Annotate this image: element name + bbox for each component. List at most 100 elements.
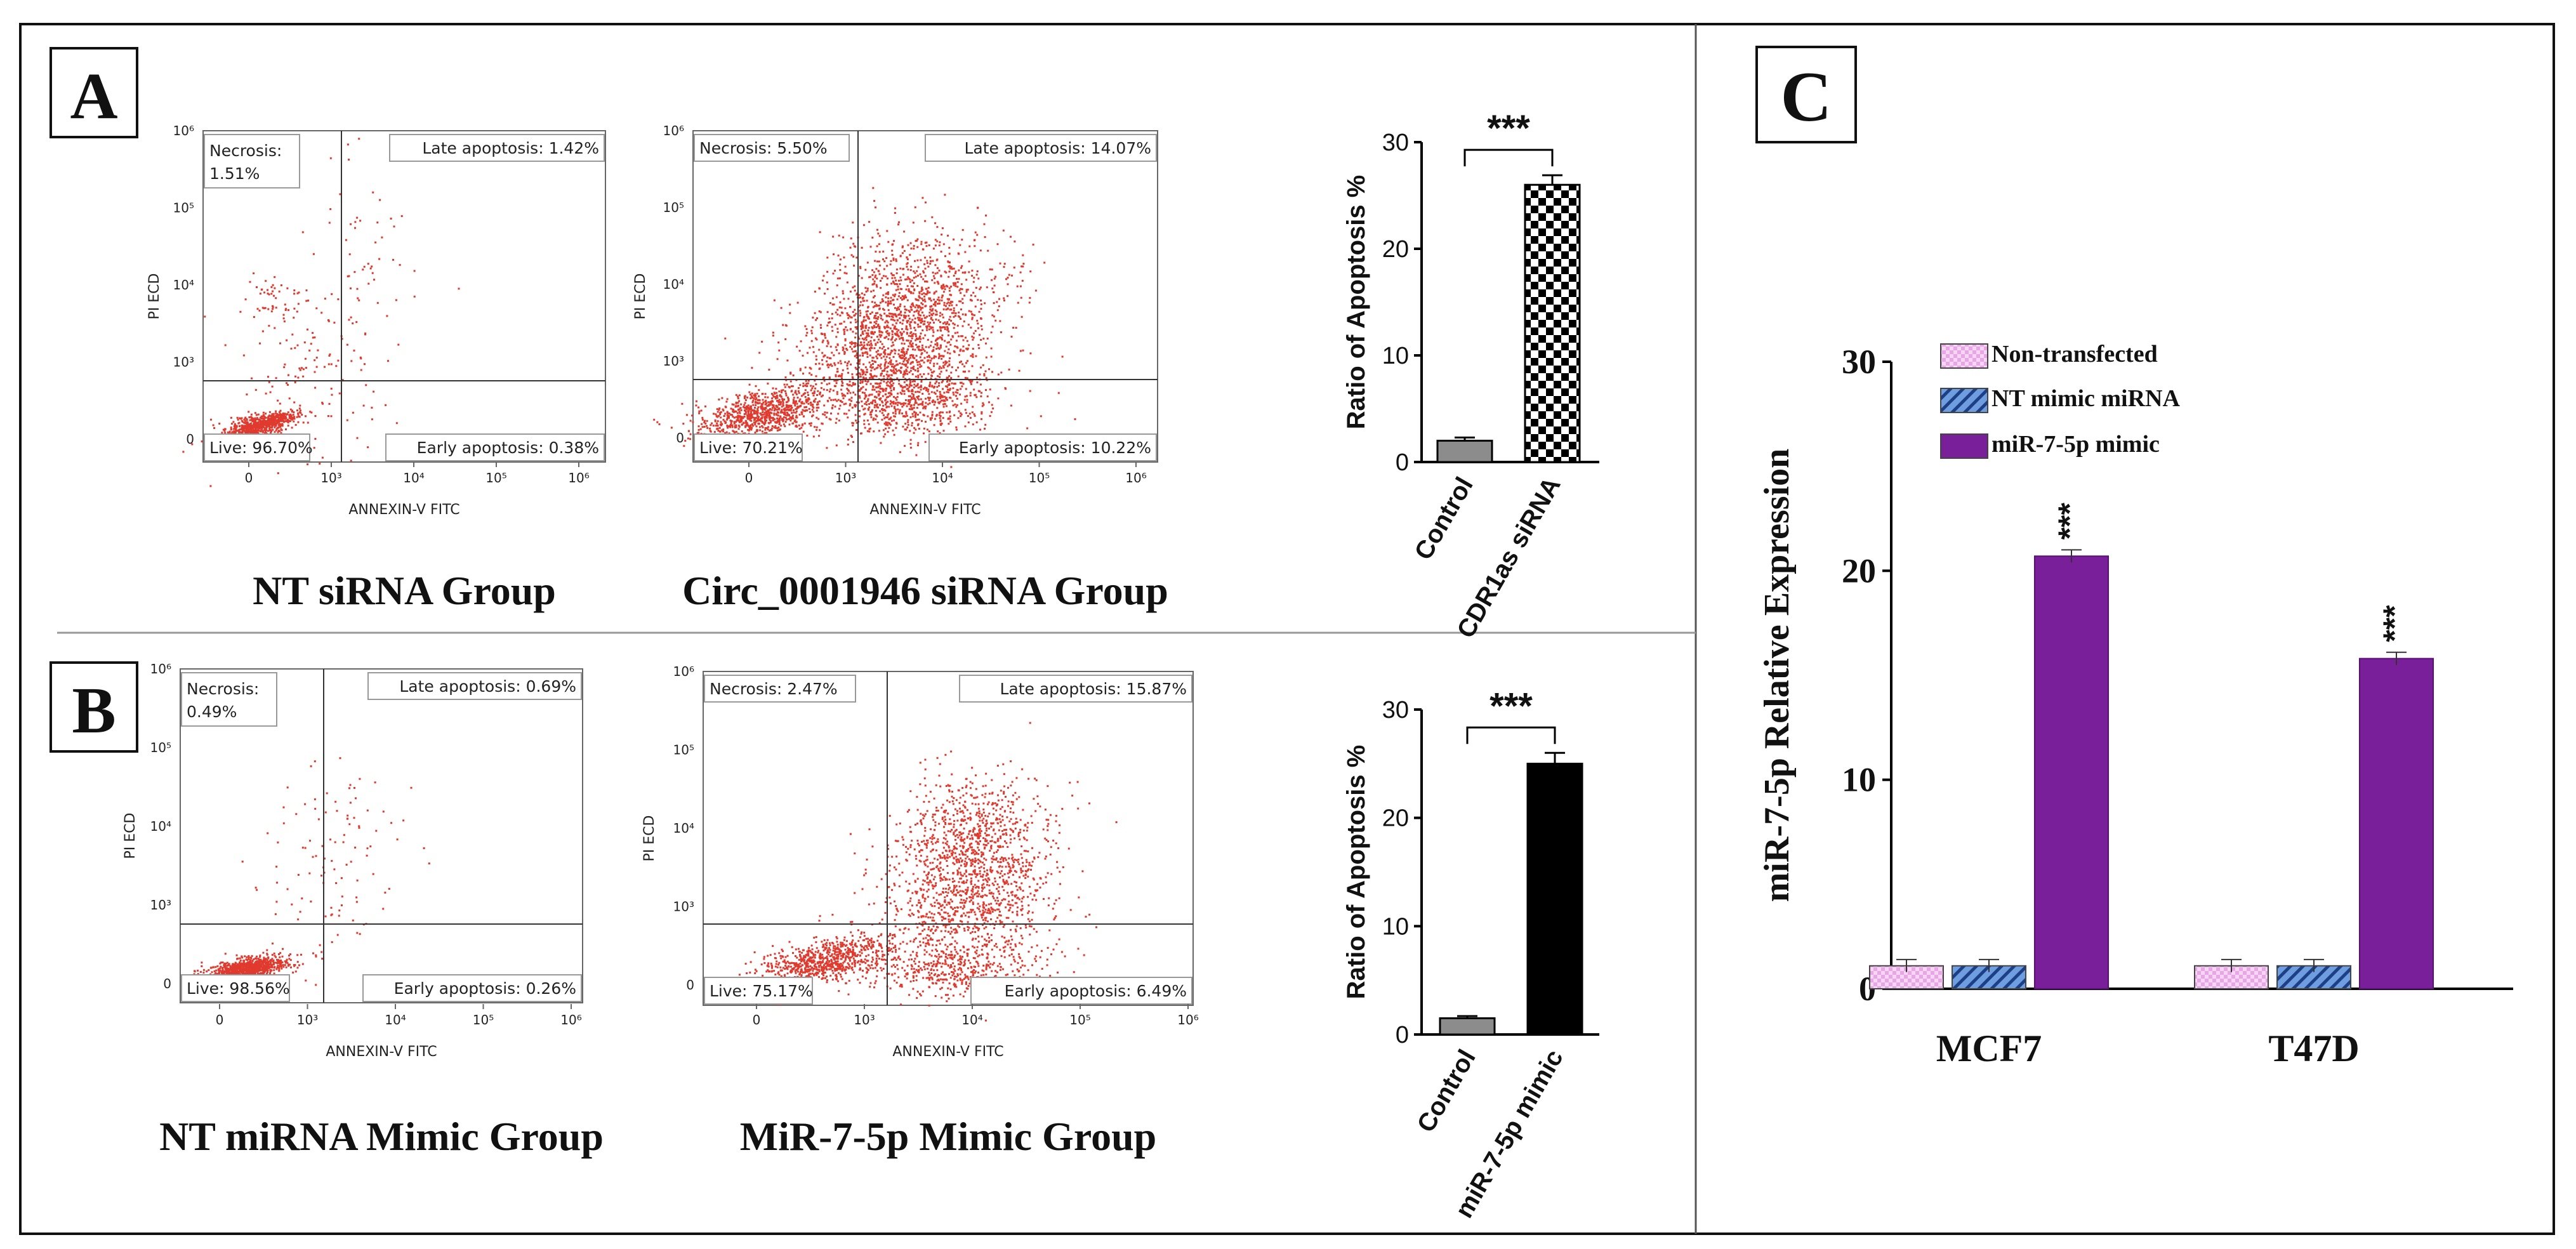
flow-event-dot (909, 327, 912, 329)
flow-event-dot (866, 315, 868, 317)
flow-event-dot (882, 401, 884, 404)
flow-event-dot (872, 376, 875, 378)
flow-event-dot (283, 421, 285, 423)
flow-event-dot (865, 310, 868, 313)
flow-event-dot (850, 397, 853, 399)
flow-event-dot (927, 359, 929, 362)
flow-event-dot (851, 421, 854, 424)
flow-event-dot (887, 300, 890, 303)
flow-event-dot (930, 391, 933, 393)
flow-event-dot (767, 426, 770, 428)
flow-event-dot (232, 972, 235, 974)
flow-event-dot (239, 310, 242, 313)
flow-event-dot (270, 414, 273, 417)
flow-event-dot (726, 411, 729, 414)
flow-event-dot (971, 269, 974, 272)
flow-event-dot (248, 956, 250, 959)
flow-event-dot (849, 392, 852, 394)
flow-event-dot (787, 409, 789, 411)
flow-event-dot (882, 388, 884, 390)
flow-event-dot (849, 315, 851, 317)
flow-event-dot (821, 423, 824, 425)
flow-event-dot (842, 290, 844, 293)
flow-event-dot (314, 415, 317, 417)
flow-event-dot (263, 956, 265, 959)
flow-event-dot (880, 372, 883, 374)
flow-event-dot (761, 421, 763, 424)
flow-event-dot (744, 407, 746, 409)
flow-event-dot (297, 376, 300, 379)
flow-event-dot (942, 406, 945, 408)
flow-event-dot (828, 364, 831, 366)
flow-event-dot (932, 308, 934, 310)
flow-event-dot (281, 429, 283, 432)
flow-event-dot (960, 287, 962, 290)
flow-event-dot (911, 380, 914, 383)
flow-event-dot (743, 406, 744, 408)
flow-event-dot (812, 385, 814, 388)
flow-event-dot (861, 392, 864, 393)
flow-event-dot (861, 322, 863, 325)
flow-event-dot (253, 272, 255, 275)
flow-event-dot (932, 303, 935, 306)
flow-event-dot (842, 347, 845, 350)
flow-event-dot (249, 432, 251, 434)
flow-event-dot (907, 340, 909, 342)
flow-event-dot (859, 296, 862, 299)
flow-event-dot (937, 319, 940, 322)
flow-event-dot (741, 416, 743, 418)
flow-event-dot (930, 418, 932, 421)
flow-event-dot (810, 402, 812, 404)
flow-event-dot (880, 357, 883, 359)
flow-event-dot (976, 234, 979, 236)
flow-event-dot (761, 425, 763, 427)
flow-event-dot (954, 272, 956, 274)
flow-event-dot (971, 275, 974, 277)
flow-event-dot (896, 334, 899, 336)
flow-event-dot (966, 340, 968, 342)
flow-event-dot (289, 408, 292, 411)
flow-event-dot (330, 415, 333, 418)
flow-event-dot (791, 416, 794, 418)
flow-event-dot (934, 400, 936, 403)
flow-event-dot (946, 365, 949, 367)
flow-event-dot (909, 416, 912, 418)
flow-event-dot (898, 411, 901, 413)
flow-event-dot (888, 406, 890, 408)
flow-event-dot (931, 411, 934, 413)
flow-event-dot (381, 236, 383, 239)
flow-event-dot (746, 425, 748, 427)
flow-event-dot (944, 350, 946, 352)
flow-event-dot (927, 321, 929, 324)
flow-event-dot (788, 409, 791, 411)
flow-event-dot (917, 444, 919, 447)
flow-event-dot (718, 399, 720, 400)
flow-event-dot (843, 328, 846, 331)
flow-event-dot (706, 420, 708, 422)
flow-event-dot (251, 419, 254, 421)
flow-event-dot (721, 397, 723, 399)
flow-event-dot (916, 259, 919, 261)
flow-event-dot (721, 429, 723, 432)
flow-event-dot (822, 275, 825, 277)
flow-event-dot (805, 383, 808, 385)
flow-event-dot (950, 308, 953, 311)
flow-event-dot (861, 324, 863, 327)
flow-event-dot (273, 422, 275, 425)
flow-event-dot (905, 296, 908, 299)
flow-event-dot (829, 363, 832, 366)
flow-event-dot (956, 392, 959, 394)
flow-event-dot (871, 411, 873, 413)
flow-event-dot (886, 416, 888, 419)
flow-event-dot (974, 393, 977, 396)
flow-event-dot (928, 355, 930, 357)
flow-event-dot (940, 394, 942, 397)
flow-event-dot (910, 340, 912, 342)
flow-event-dot (224, 432, 227, 434)
flow-event-dot (911, 319, 914, 321)
flow-event-dot (838, 420, 840, 422)
flow-event-dot (949, 357, 951, 359)
flow-event-dot (845, 413, 848, 415)
flow-event-dot (839, 269, 842, 271)
flow-event-dot (809, 411, 811, 413)
